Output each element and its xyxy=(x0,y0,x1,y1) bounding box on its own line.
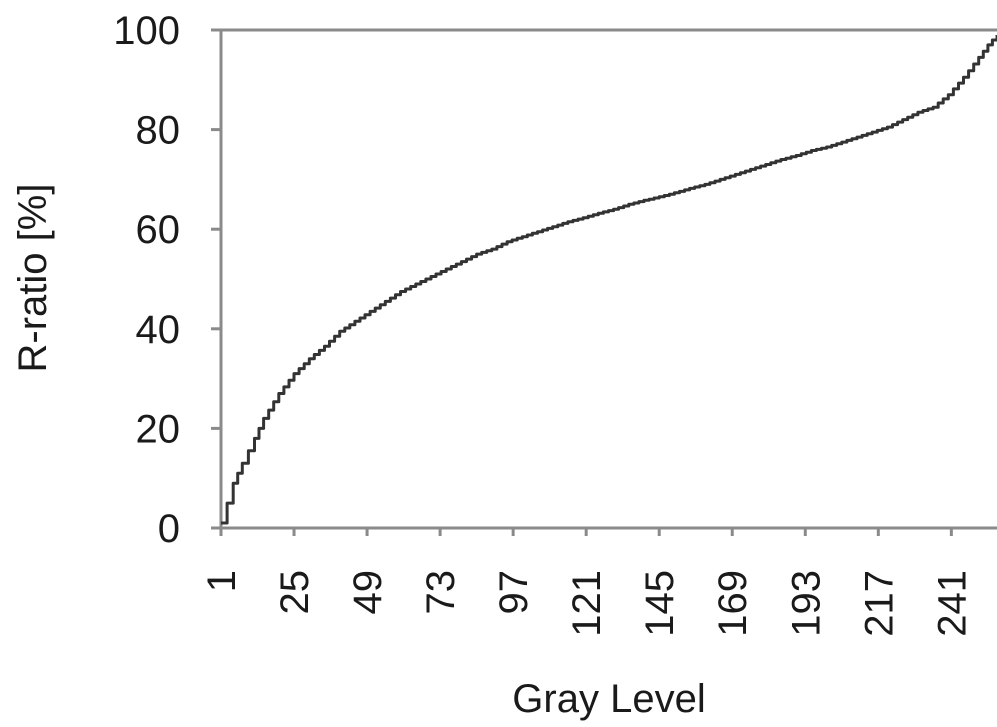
y-tick-label: 60 xyxy=(136,208,181,252)
y-tick-label: 100 xyxy=(113,9,180,53)
x-tick-label: 1 xyxy=(200,570,244,592)
x-tick-label: 217 xyxy=(857,570,901,637)
x-tick-label: 73 xyxy=(419,570,463,615)
x-tick-label: 121 xyxy=(565,570,609,637)
y-tick-label: 40 xyxy=(136,308,181,352)
r-ratio-series-line xyxy=(221,35,997,525)
x-axis-ticks: 1 25 49 73 97 121 145 169 193 217 241 xyxy=(200,528,974,637)
y-axis-label: R-ratio [%] xyxy=(11,184,55,373)
series-layer xyxy=(221,35,997,525)
plot-frame xyxy=(219,28,997,530)
y-tick-label: 80 xyxy=(136,109,181,153)
x-tick-label: 169 xyxy=(711,570,755,637)
y-tick-label: 20 xyxy=(136,407,181,451)
x-tick-label: 49 xyxy=(346,570,390,615)
y-axis-ticks: 0 20 40 60 80 100 xyxy=(113,9,221,551)
y-tick-label: 0 xyxy=(158,507,180,551)
x-tick-label: 241 xyxy=(930,570,974,637)
x-tick-label: 25 xyxy=(273,570,317,615)
x-axis-label: Gray Level xyxy=(512,677,705,721)
x-tick-label: 145 xyxy=(638,570,682,637)
x-tick-label: 97 xyxy=(492,570,536,615)
x-tick-label: 193 xyxy=(784,570,828,637)
